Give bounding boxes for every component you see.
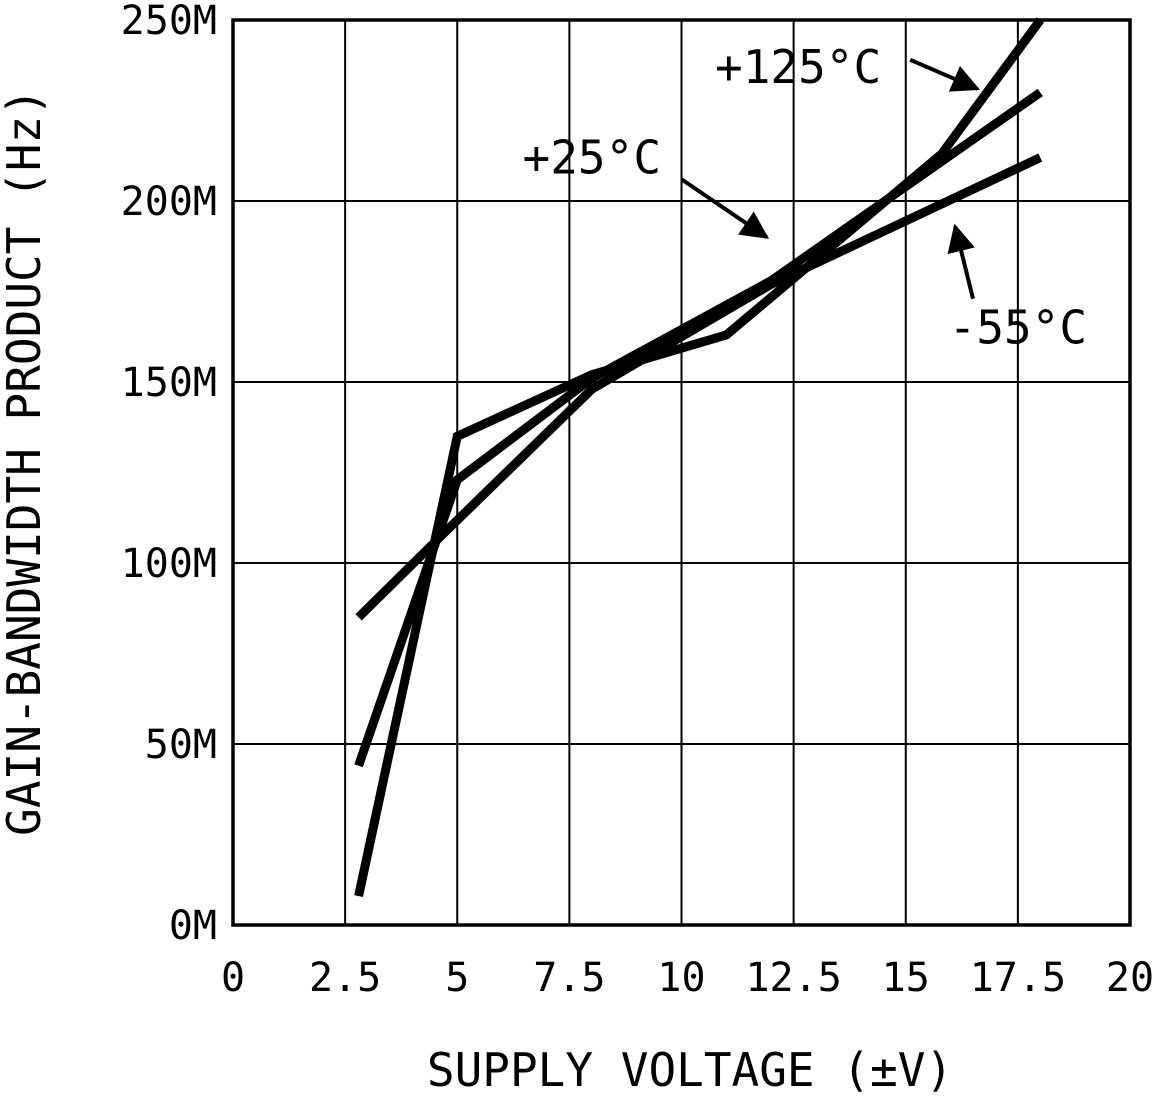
annotation-label-0: +125°C	[715, 40, 881, 94]
y-tick-label: 50M	[145, 722, 217, 768]
series-line-2	[355, 153, 1043, 621]
annotation-arrow-0	[909, 57, 981, 92]
annotation-label-1: +25°C	[523, 131, 661, 185]
x-tick-label: 17.5	[970, 955, 1066, 1001]
series-line-0	[354, 17, 1044, 897]
x-tick-label: 10	[657, 955, 705, 1001]
y-axis-title: GAIN-BANDWIDTH PRODUCT (Hz)	[0, 88, 51, 836]
grid	[232, 19, 1131, 926]
x-axis-title: SUPPLY VOLTAGE (±V)	[427, 1043, 953, 1097]
y-tick-label: 150M	[121, 360, 217, 406]
plot-border	[231, 18, 1132, 927]
tick-labels: 0 2.5 5 7.5 10 12.5 15 17.5 200M50M100M150M200M2…	[121, 0, 1154, 1001]
annotation-label-2: -55°C	[949, 301, 1087, 355]
annotations: +125°C +25°C -55°C	[523, 40, 1088, 355]
x-tick-label: 5	[445, 955, 469, 1001]
x-tick-label: 20	[1106, 955, 1154, 1001]
annotation-arrow-1	[680, 177, 770, 239]
x-tick-label: 0	[221, 955, 245, 1001]
annotation-arrow-2	[947, 223, 975, 300]
series-lines	[354, 17, 1044, 897]
x-tick-label: 7.5	[533, 955, 605, 1001]
y-tick-label: 250M	[121, 0, 217, 44]
y-tick-label: 0M	[169, 903, 217, 949]
x-tick-label: 15	[882, 955, 930, 1001]
x-tick-label: 12.5	[745, 955, 841, 1001]
series-line-1	[354, 88, 1043, 768]
y-tick-label: 200M	[121, 179, 217, 225]
x-tick-label: 2.5	[309, 955, 381, 1001]
y-tick-label: 100M	[121, 541, 217, 587]
